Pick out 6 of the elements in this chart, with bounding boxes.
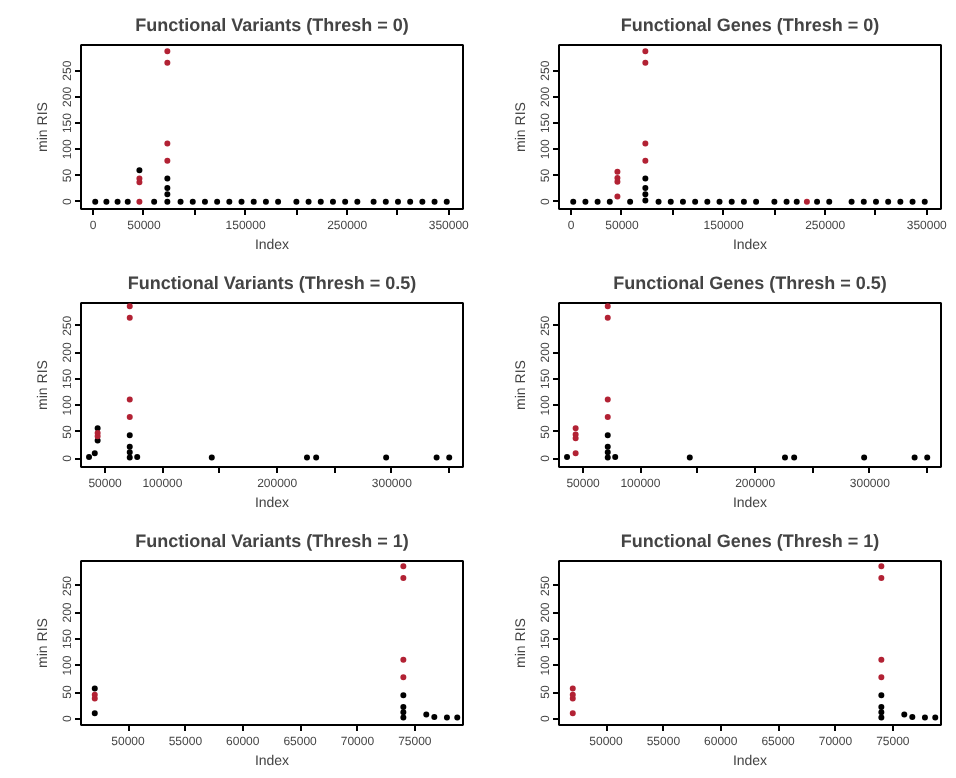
chart-title: Functional Variants (Thresh = 1): [135, 531, 409, 551]
chart-title: Functional Genes (Thresh = 0): [620, 15, 880, 35]
chart-title: Functional Variants (Thresh = 0): [135, 15, 409, 35]
chart-title: Functional Genes (Thresh = 0.5): [613, 273, 887, 293]
chart-title: Functional Genes (Thresh = 1): [620, 531, 880, 551]
chart-title: Functional Variants (Thresh = 0.5): [127, 273, 417, 293]
